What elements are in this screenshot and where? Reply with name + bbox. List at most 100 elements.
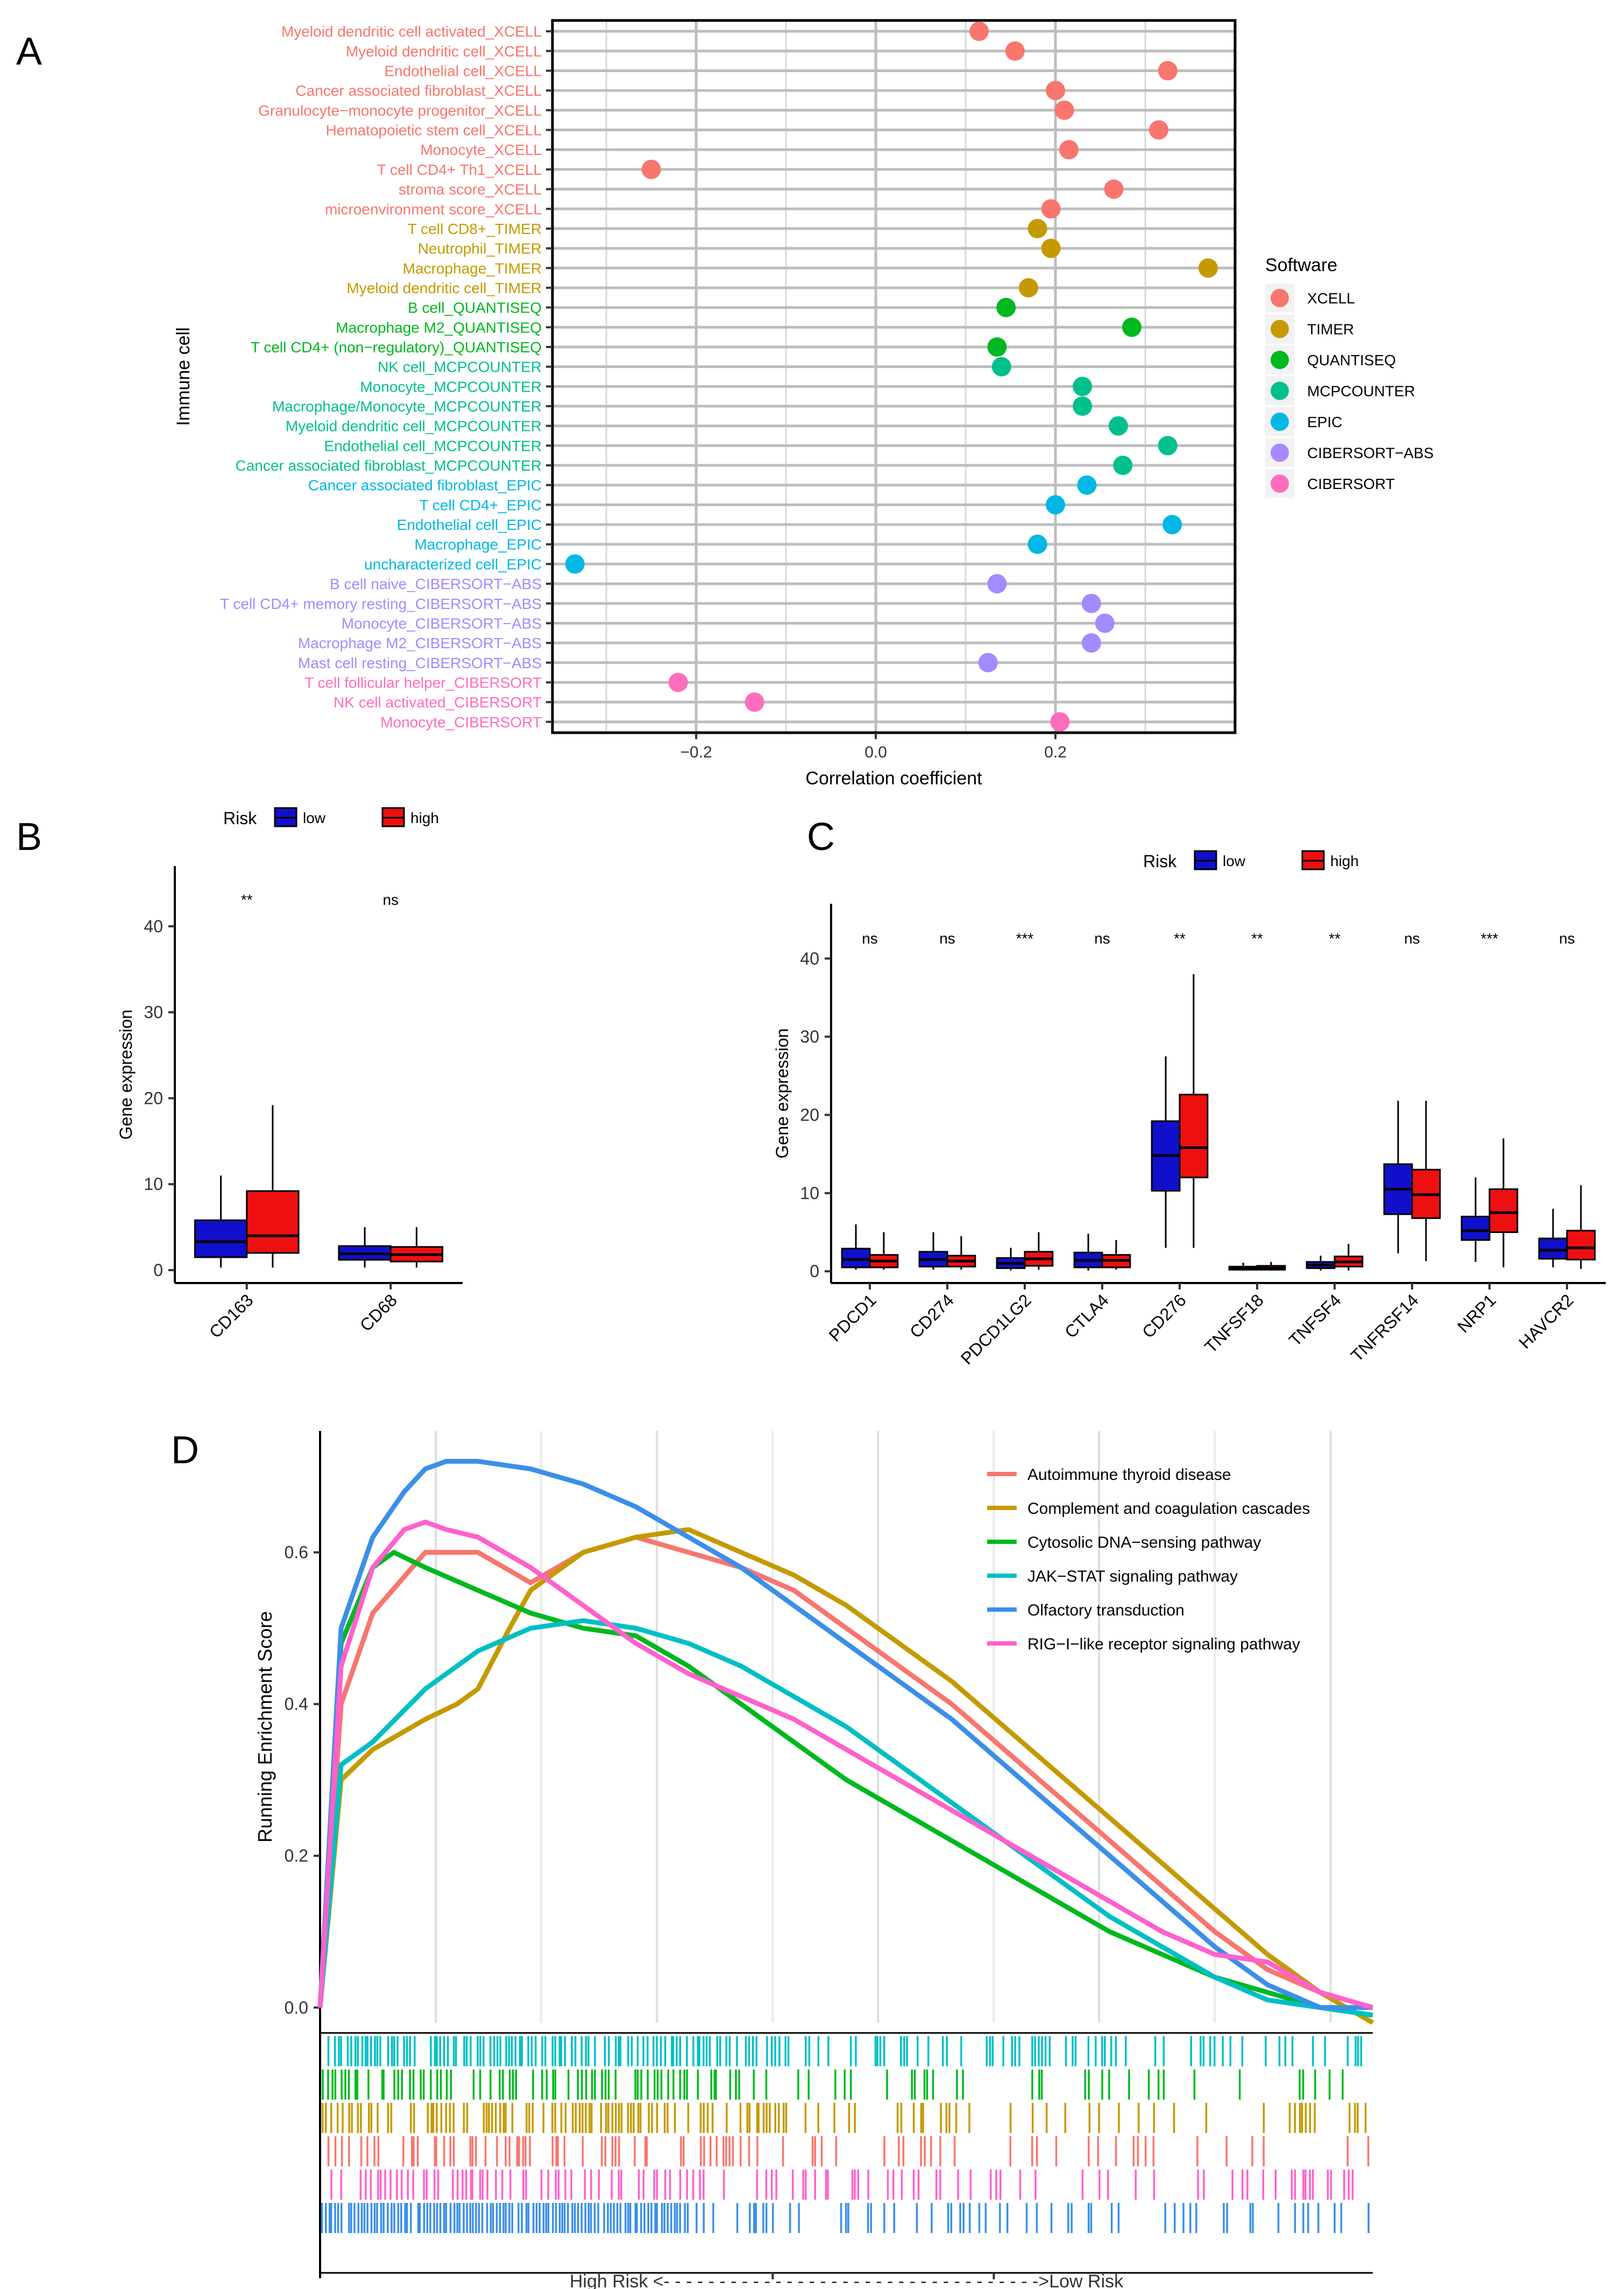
rug-tick <box>492 2203 494 2233</box>
rug-tick <box>456 2203 458 2233</box>
rug-tick <box>640 2070 642 2100</box>
legend-label: RIG−I−like receptor signaling pathway <box>1027 1635 1300 1653</box>
significance-label: ns <box>382 891 399 908</box>
rug-tick <box>625 2203 627 2233</box>
rug-tick <box>755 2036 758 2066</box>
rug-tick <box>430 2103 432 2133</box>
rug-tick <box>365 2170 367 2200</box>
rug-tick <box>494 2103 497 2133</box>
panel-c: C Risk low high 0 10 20 30 40 Gene expression PDCD… <box>772 816 1606 1368</box>
rug-tick <box>337 2203 339 2233</box>
rug-tick <box>676 2203 678 2233</box>
rug-tick <box>357 2036 359 2066</box>
rug-tick <box>648 2103 650 2133</box>
rug-tick <box>765 2070 768 2100</box>
rug-tick <box>924 2136 926 2166</box>
rug-tick <box>443 2136 445 2166</box>
rug-tick <box>771 2036 773 2066</box>
rug-tick <box>746 2103 749 2133</box>
rug-tick <box>798 2203 800 2233</box>
rug-tick <box>926 2070 928 2100</box>
rug-tick <box>942 2036 944 2066</box>
rug-tick <box>616 2203 619 2233</box>
rug-tick <box>762 2203 764 2233</box>
rug-tick <box>469 2136 472 2166</box>
rug-tick <box>603 2203 605 2233</box>
legend-key <box>1271 443 1289 462</box>
box-high <box>1488 1188 1519 1234</box>
significance-label: ** <box>1251 930 1263 947</box>
rug-tick <box>984 2203 987 2233</box>
rug-tick <box>1138 2103 1140 2133</box>
y-tick-label: Macrophage_EPIC <box>414 536 542 553</box>
rug-tick <box>912 2103 915 2133</box>
rug-tick <box>423 2170 425 2200</box>
rug-tick <box>1238 2070 1241 2100</box>
rug-row <box>322 2103 1367 2133</box>
rug-tick <box>547 2170 549 2200</box>
rug-tick <box>502 2070 504 2100</box>
series-line <box>317 1458 1373 2010</box>
rug-tick <box>465 2036 468 2066</box>
rug-tick <box>647 2070 649 2100</box>
data-point <box>1158 61 1178 81</box>
rug-tick <box>870 2203 872 2233</box>
rug-tick <box>490 2070 492 2100</box>
rug-tick <box>348 2103 350 2133</box>
rug-tick <box>663 2203 665 2233</box>
data-point <box>1041 199 1061 219</box>
rug-tick <box>850 2070 852 2100</box>
rug-tick <box>495 2203 498 2233</box>
rug-tick <box>429 2203 431 2233</box>
rug-tick <box>423 2070 425 2100</box>
rug-tick <box>911 2070 913 2100</box>
rug-tick <box>893 2203 896 2233</box>
rug-tick <box>1189 2203 1192 2233</box>
legend-label: Olfactory transduction <box>1027 1601 1185 1619</box>
rug-tick <box>615 2103 617 2133</box>
rug-tick <box>1182 2203 1185 2233</box>
rug-tick <box>572 2103 574 2133</box>
rug-tick <box>412 2170 414 2200</box>
rug-tick <box>529 2136 531 2166</box>
rug-tick <box>636 2203 638 2233</box>
data-point <box>1027 218 1047 238</box>
rug-tick <box>511 2103 514 2133</box>
rug-tick <box>686 2203 689 2233</box>
rug-tick <box>728 2136 731 2166</box>
rug-tick <box>551 2036 554 2066</box>
rug-tick <box>753 2203 755 2233</box>
rug-tick <box>619 2203 622 2233</box>
rug-tick <box>653 2036 655 2066</box>
rug-tick <box>591 2070 593 2100</box>
rug-tick <box>757 2103 760 2133</box>
rug-tick <box>956 2070 958 2100</box>
rug-tick <box>900 2170 903 2200</box>
rug-tick <box>581 2070 583 2100</box>
rug-tick <box>1309 2103 1311 2133</box>
rug-tick <box>715 2136 718 2166</box>
rug-tick <box>1246 2170 1249 2200</box>
x-tick-label: TNFSF18 <box>1201 1290 1267 1357</box>
rug-tick <box>581 2136 584 2166</box>
rug-tick <box>505 2203 507 2233</box>
rug-tick <box>449 2103 451 2133</box>
rug-tick <box>686 2070 688 2100</box>
rug-tick <box>953 2136 956 2166</box>
rug-tick <box>554 2070 556 2100</box>
rug-tick <box>340 2170 343 2200</box>
rug-tick <box>325 2203 327 2233</box>
rug-tick <box>604 2036 606 2066</box>
x-tick-label: CD274 <box>906 1290 958 1342</box>
rug-tick <box>445 2203 448 2233</box>
rug-tick <box>1034 2170 1037 2200</box>
rug-tick <box>558 2036 561 2066</box>
rug-tick <box>535 2203 538 2233</box>
rug-tick <box>366 2036 368 2066</box>
rug-tick <box>771 2170 773 2200</box>
legend-label: Cytosolic DNA−sensing pathway <box>1027 1534 1261 1551</box>
rug-tick <box>1302 2170 1304 2200</box>
rug-tick <box>772 2203 774 2233</box>
rug-tick <box>1226 2203 1228 2233</box>
rug-tick <box>452 2136 455 2166</box>
